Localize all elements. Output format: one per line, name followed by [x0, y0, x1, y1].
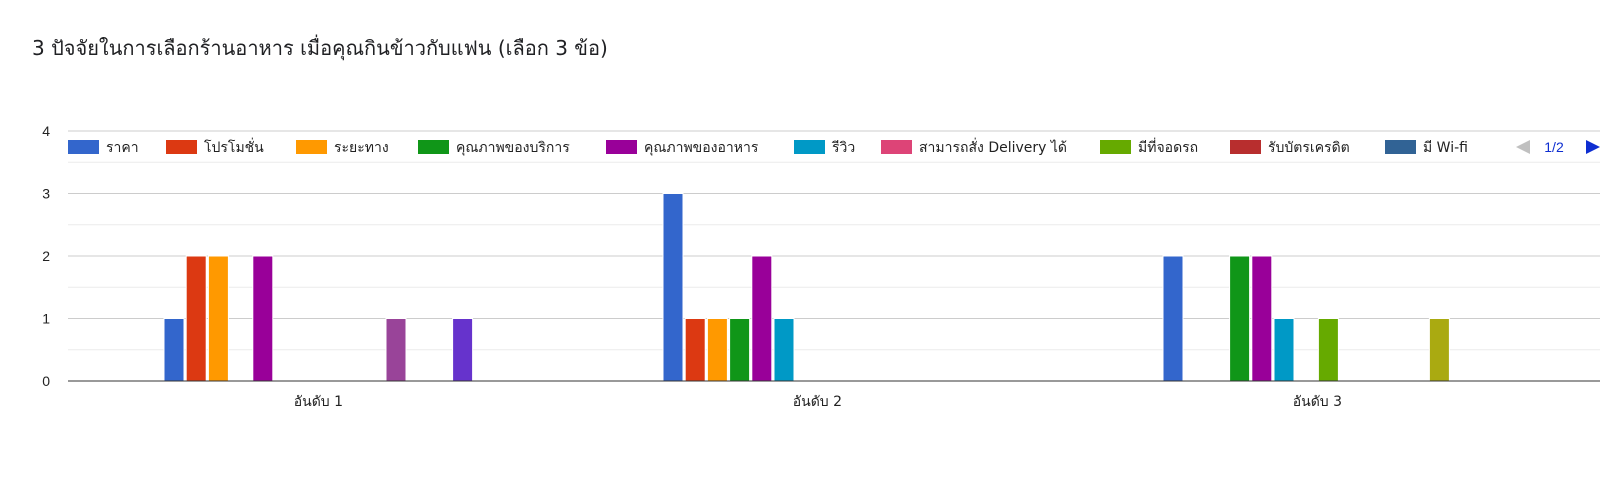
x-tick-label: อันดับ 2: [793, 394, 842, 410]
y-axis-ticks: 0 1 2 3 4: [42, 123, 50, 389]
bar[interactable]: [1162, 255, 1184, 382]
bar[interactable]: [1273, 318, 1295, 382]
legend-pager: 1/2: [1516, 139, 1600, 155]
bar[interactable]: [662, 193, 684, 382]
triangle-right-icon[interactable]: [1586, 140, 1600, 154]
bar[interactable]: [452, 318, 474, 382]
legend-swatch: [296, 140, 327, 154]
bar[interactable]: [252, 255, 274, 382]
legend-label: รับบัตรเครดิต: [1268, 140, 1350, 156]
legend-label: ราคา: [106, 140, 139, 156]
legend-swatch: [794, 140, 825, 154]
bar[interactable]: [1229, 255, 1251, 382]
x-tick-label: อันดับ 1: [294, 394, 343, 410]
legend-swatch: [1100, 140, 1131, 154]
bar[interactable]: [706, 318, 728, 382]
legend-swatch: [881, 140, 912, 154]
bar[interactable]: [385, 318, 407, 382]
bar[interactable]: [1428, 318, 1450, 382]
bar[interactable]: [729, 318, 751, 382]
legend-page-indicator: 1/2: [1544, 139, 1564, 155]
y-tick-label: 1: [42, 311, 50, 327]
grid-lines: [68, 130, 1600, 351]
bar[interactable]: [773, 318, 795, 382]
legend-label: มีที่จอดรถ: [1138, 138, 1198, 156]
legend-label: โปรโมชั่น: [204, 138, 264, 156]
y-tick-label: 0: [42, 373, 50, 389]
bar[interactable]: [163, 318, 185, 382]
legend-label: ระยะทาง: [334, 140, 389, 156]
y-tick-label: 2: [42, 248, 50, 264]
legend-label: รีวิว: [832, 140, 856, 156]
legend-swatch: [1230, 140, 1261, 154]
legend-label: คุณภาพของบริการ: [456, 140, 570, 156]
bar[interactable]: [751, 255, 773, 382]
legend-label: มี Wi-fi: [1423, 140, 1468, 156]
chart-title: 3 ปัจจัยในการเลือกร้านอาหาร เมื่อคุณกินข…: [32, 36, 608, 60]
bar[interactable]: [1317, 318, 1339, 382]
legend-swatch: [166, 140, 197, 154]
legend-swatch: [418, 140, 449, 154]
bar[interactable]: [185, 255, 207, 382]
triangle-left-icon[interactable]: [1516, 140, 1530, 154]
bar[interactable]: [684, 318, 706, 382]
legend: ราคา โปรโมชั่น ระยะทาง คุณภาพของบริการ คุณภา…: [68, 138, 1468, 156]
legend-swatch: [68, 140, 99, 154]
x-tick-label: อันดับ 3: [1293, 394, 1342, 410]
y-tick-label: 3: [42, 186, 50, 202]
legend-swatch: [606, 140, 637, 154]
bar[interactable]: [1251, 255, 1273, 382]
legend-swatch: [1385, 140, 1416, 154]
x-axis-ticks: อันดับ 1 อันดับ 2 อันดับ 3: [294, 394, 1342, 410]
y-tick-label: 4: [42, 123, 50, 139]
bar[interactable]: [207, 255, 229, 382]
legend-label: คุณภาพของอาหาร: [644, 140, 759, 156]
legend-label: สามารถสั่ง Delivery ได้: [919, 138, 1067, 156]
